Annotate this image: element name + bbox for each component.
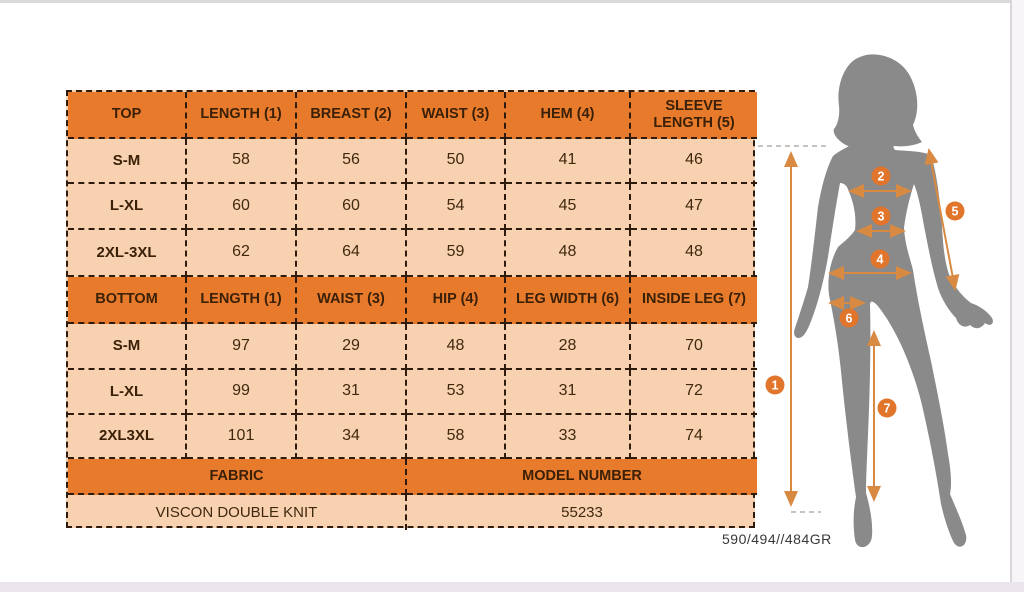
top-header-hem: HEM (4): [506, 92, 631, 139]
top-header-section: TOP: [68, 92, 187, 139]
svg-text:4: 4: [877, 253, 884, 267]
bottom-row-2xl3xl-length: 101: [187, 415, 297, 459]
top-row-2xl3xl-size: 2XL-3XL: [68, 230, 187, 277]
top-row-lxl-hem: 45: [506, 184, 631, 230]
bottom-row-sm-hip: 48: [407, 324, 506, 370]
marker-2: 2: [871, 166, 891, 186]
bottom-row-lxl-waist: 31: [297, 370, 407, 415]
bottom-header-waist: WAIST (3): [297, 277, 407, 324]
top-row-sm-sleeve: 46: [631, 139, 757, 184]
bottom-row-2xl3xl-waist: 34: [297, 415, 407, 459]
size-chart-table: TOP LENGTH (1) BREAST (2) WAIST (3) HEM …: [66, 90, 757, 530]
top-row-2xl3xl-hem: 48: [506, 230, 631, 277]
marker-1: 1: [765, 375, 785, 395]
measurement-figure: 1 2 3 4 5 6 7: [758, 54, 993, 548]
top-header-length: LENGTH (1): [187, 92, 297, 139]
bottom-header-section: BOTTOM: [68, 277, 187, 324]
marker-5: 5: [945, 201, 965, 221]
bottom-header-hip: HIP (4): [407, 277, 506, 324]
svg-text:7: 7: [884, 402, 891, 416]
fabric-header: FABRIC: [68, 459, 407, 495]
bottom-row-2xl3xl-legwidth: 33: [506, 415, 631, 459]
top-row-lxl-sleeve: 47: [631, 184, 757, 230]
top-row-lxl-length: 60: [187, 184, 297, 230]
page-top-border: [0, 0, 1024, 3]
bottom-row-2xl3xl-hip: 58: [407, 415, 506, 459]
bottom-row-sm-legwidth: 28: [506, 324, 631, 370]
top-row-lxl-breast: 60: [297, 184, 407, 230]
top-row-sm-hem: 41: [506, 139, 631, 184]
top-row-sm-length: 58: [187, 139, 297, 184]
top-row-2xl3xl-length: 62: [187, 230, 297, 277]
bottom-row-lxl-legwidth: 31: [506, 370, 631, 415]
top-row-lxl-size: L-XL: [68, 184, 187, 230]
bottom-row-lxl-size: L-XL: [68, 370, 187, 415]
svg-text:6: 6: [846, 312, 853, 326]
top-row-sm-waist: 50: [407, 139, 506, 184]
bottom-row-2xl3xl-size: 2XL3XL: [68, 415, 187, 459]
svg-text:2: 2: [878, 170, 885, 184]
model-number-header: MODEL NUMBER: [407, 459, 757, 495]
page-bottom-border: [0, 582, 1024, 592]
bottom-header-length: LENGTH (1): [187, 277, 297, 324]
bottom-row-2xl3xl-insideleg: 74: [631, 415, 757, 459]
bottom-row-lxl-insideleg: 72: [631, 370, 757, 415]
page-right-border: [1010, 0, 1024, 592]
marker-7: 7: [877, 398, 897, 418]
svg-text:3: 3: [878, 210, 885, 224]
bottom-header-legwidth: LEG WIDTH (6): [506, 277, 631, 324]
svg-text:1: 1: [772, 379, 779, 393]
top-header-sleeve: SLEEVE LENGTH (5): [631, 92, 757, 139]
top-row-sm-breast: 56: [297, 139, 407, 184]
top-row-sm-size: S-M: [68, 139, 187, 184]
top-header-waist: WAIST (3): [407, 92, 506, 139]
bottom-row-sm-waist: 29: [297, 324, 407, 370]
top-row-2xl3xl-breast: 64: [297, 230, 407, 277]
model-number-value: 55233: [561, 503, 603, 521]
bottom-row-sm-size: S-M: [68, 324, 187, 370]
top-row-lxl-waist: 54: [407, 184, 506, 230]
svg-text:5: 5: [952, 205, 959, 219]
bottom-row-lxl-hip: 53: [407, 370, 506, 415]
top-row-2xl3xl-waist: 59: [407, 230, 506, 277]
bottom-header-insideleg: INSIDE LEG (7): [631, 277, 757, 324]
top-row-2xl3xl-sleeve: 48: [631, 230, 757, 277]
woman-silhouette-icon: [794, 54, 993, 548]
marker-4: 4: [870, 249, 890, 269]
fabric-value: VISCON DOUBLE KNIT: [68, 495, 407, 530]
bottom-row-sm-length: 97: [187, 324, 297, 370]
top-header-breast: BREAST (2): [297, 92, 407, 139]
marker-6: 6: [839, 308, 859, 328]
bottom-row-sm-insideleg: 70: [631, 324, 757, 370]
marker-3: 3: [871, 206, 891, 226]
sleeve-arrow: [924, 148, 960, 291]
style-code-text: 590/494//484GR: [722, 531, 832, 547]
bottom-row-lxl-length: 99: [187, 370, 297, 415]
